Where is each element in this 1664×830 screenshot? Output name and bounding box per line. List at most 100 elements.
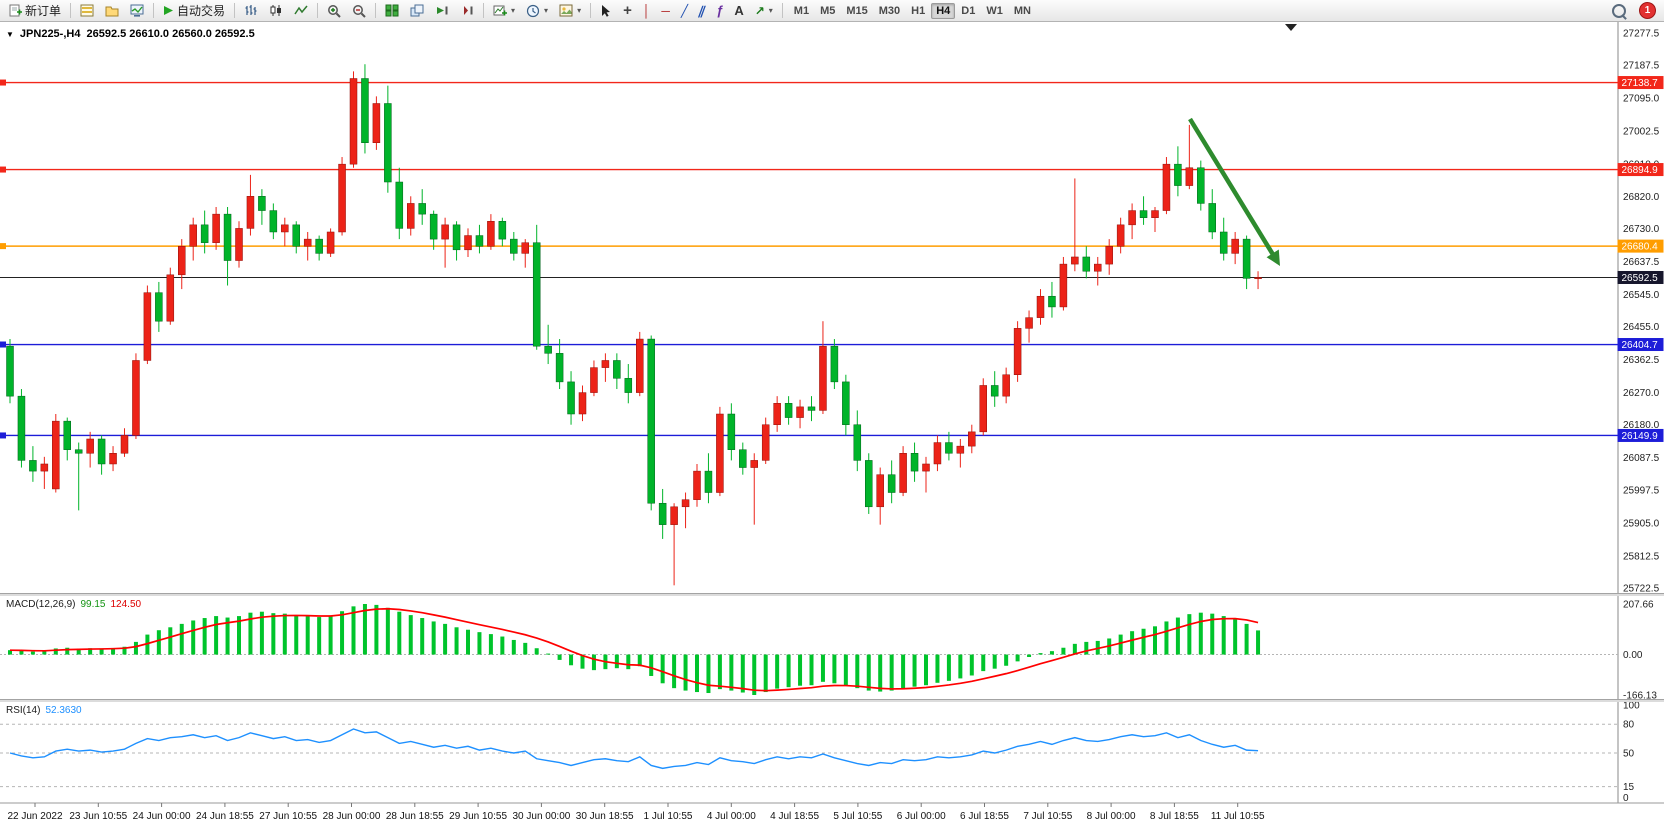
candle-body bbox=[120, 435, 129, 454]
candle-body bbox=[349, 78, 358, 165]
new-order-button[interactable]: 新订单 bbox=[4, 1, 66, 21]
candle-body bbox=[1059, 263, 1068, 308]
cursor-icon bbox=[600, 4, 612, 17]
timeframe-m1[interactable]: M1 bbox=[793, 4, 810, 17]
candle-body bbox=[1002, 374, 1010, 397]
macd-axis-label: 207.66 bbox=[1623, 600, 1654, 611]
zoom-out-button[interactable] bbox=[347, 1, 371, 21]
line-anchor bbox=[0, 341, 6, 348]
arrows-tool-button[interactable]: ↗ ▾ bbox=[750, 1, 778, 21]
zoom-in-button[interactable] bbox=[322, 1, 346, 21]
macd-bar bbox=[672, 654, 677, 689]
market-watch-button[interactable] bbox=[75, 1, 99, 21]
channel-tool-button[interactable]: ∥ bbox=[694, 1, 710, 21]
candle-body bbox=[544, 345, 552, 354]
tile-windows-icon bbox=[385, 4, 399, 17]
search-icon bbox=[1612, 3, 1626, 18]
candle-body bbox=[532, 242, 541, 347]
trendline-tool-button[interactable]: ╱ bbox=[676, 1, 693, 21]
candlestick-chart-button[interactable] bbox=[264, 1, 288, 21]
timeframe-w1[interactable]: W1 bbox=[986, 4, 1003, 17]
macd-bar bbox=[1015, 654, 1020, 662]
timeframe-d1[interactable]: D1 bbox=[961, 4, 976, 17]
macd-bar bbox=[649, 654, 654, 676]
time-axis-label: 28 Jun 00:00 bbox=[323, 811, 381, 822]
macd-bar bbox=[809, 654, 814, 686]
bar-chart-button[interactable] bbox=[239, 1, 263, 21]
macd-bar bbox=[133, 641, 138, 655]
macd-bar bbox=[706, 654, 711, 694]
macd-bar bbox=[786, 654, 791, 688]
candle-body bbox=[143, 292, 152, 361]
timeframe-m30[interactable]: M30 bbox=[878, 4, 901, 17]
candle-body bbox=[281, 224, 289, 233]
candle-body bbox=[876, 474, 884, 508]
symbol-marker-icon[interactable]: ▼ bbox=[6, 29, 14, 39]
time-axis-label: 29 Jun 10:55 bbox=[449, 811, 507, 822]
chart-shift-marker-icon[interactable] bbox=[1285, 24, 1297, 31]
timeframe-mn[interactable]: MN bbox=[1013, 4, 1031, 17]
search-button[interactable] bbox=[1607, 1, 1631, 21]
horizontal-line-tool-button[interactable]: ─ bbox=[656, 1, 675, 21]
navigator-button[interactable] bbox=[100, 1, 124, 21]
macd-bar bbox=[466, 629, 470, 655]
timeframe-group: M1 M5 M15 M30 H1 H4 D1 W1 MN bbox=[789, 2, 1036, 19]
cursor-tool-button[interactable] bbox=[595, 1, 617, 21]
notification-badge[interactable]: 1 bbox=[1639, 2, 1656, 19]
template-button[interactable]: ▾ bbox=[554, 1, 586, 21]
time-axis-label: 4 Jul 18:55 bbox=[770, 811, 819, 822]
chart-shift-button[interactable] bbox=[455, 1, 479, 21]
terminal-button[interactable] bbox=[125, 1, 149, 21]
macd-axis[interactable]: 207.66 0.00 -166.13 bbox=[1623, 600, 1657, 702]
macd-bar bbox=[351, 606, 356, 655]
candle-body bbox=[1197, 167, 1205, 204]
template-icon bbox=[559, 4, 573, 17]
new-chart-button[interactable]: ▾ bbox=[488, 1, 520, 21]
price-chart-canvas[interactable]: 27277.527187.527095.027002.526910.026820… bbox=[0, 22, 1664, 830]
price-axis[interactable]: 27277.527187.527095.027002.526910.026820… bbox=[1623, 29, 1660, 595]
pane-separator[interactable] bbox=[0, 593, 1664, 596]
auto-scroll-button[interactable] bbox=[430, 1, 454, 21]
pane-separator[interactable] bbox=[0, 699, 1664, 702]
vertical-line-tool-button[interactable]: │ bbox=[638, 1, 656, 21]
price-axis-label: 25905.0 bbox=[1623, 518, 1660, 529]
horizontal-lines-layer[interactable] bbox=[0, 79, 1618, 439]
autotrading-button[interactable]: 自动交易 bbox=[158, 1, 230, 21]
rsi-name: RSI(14) bbox=[6, 705, 41, 716]
macd-bar bbox=[500, 636, 505, 655]
price-axis-label: 25997.5 bbox=[1623, 485, 1660, 496]
crosshair-tool-button[interactable]: + bbox=[618, 1, 637, 21]
time-axis-label: 11 Jul 10:55 bbox=[1211, 811, 1265, 822]
trend-arrow[interactable] bbox=[1188, 117, 1280, 266]
timeframe-h4[interactable]: H4 bbox=[931, 2, 956, 19]
tile-windows-button[interactable] bbox=[380, 1, 404, 21]
macd-bar bbox=[1084, 641, 1089, 655]
timeframe-h1[interactable]: H1 bbox=[911, 4, 926, 17]
macd-bar bbox=[408, 615, 413, 655]
fibonacci-tool-button[interactable]: ƒ bbox=[711, 1, 728, 21]
timeframe-m15[interactable]: M15 bbox=[846, 4, 868, 17]
price-tag bbox=[1617, 270, 1664, 284]
price-axis-label: 27002.5 bbox=[1623, 127, 1660, 138]
line-anchor bbox=[0, 432, 6, 439]
candle-body bbox=[761, 424, 770, 461]
macd-bar bbox=[1072, 643, 1077, 655]
timeframe-m5[interactable]: M5 bbox=[820, 4, 836, 17]
candle-body bbox=[1048, 295, 1056, 308]
cascade-windows-button[interactable] bbox=[405, 1, 429, 21]
macd-bar bbox=[362, 604, 367, 655]
rsi-value: 52.3630 bbox=[45, 705, 82, 716]
price-axis-label: 27095.0 bbox=[1623, 94, 1660, 105]
macd-bar bbox=[420, 618, 425, 655]
text-tool-button[interactable]: A bbox=[729, 1, 748, 21]
macd-bar bbox=[557, 654, 562, 660]
time-axis[interactable]: 22 Jun 2022 23 Jun 10:55 24 Jun 00:00 24 Ju… bbox=[7, 803, 1265, 822]
line-chart-button[interactable] bbox=[289, 1, 313, 21]
time-axis-label: 24 Jun 18:55 bbox=[196, 811, 254, 822]
rsi-axis[interactable]: 100 80 50 150 bbox=[1623, 701, 1640, 805]
macd-bar bbox=[924, 654, 928, 686]
macd-bar bbox=[76, 648, 81, 655]
price-axis-label: 26180.0 bbox=[1623, 420, 1660, 431]
period-button[interactable]: ▾ bbox=[521, 1, 553, 21]
candle-body bbox=[464, 235, 472, 251]
